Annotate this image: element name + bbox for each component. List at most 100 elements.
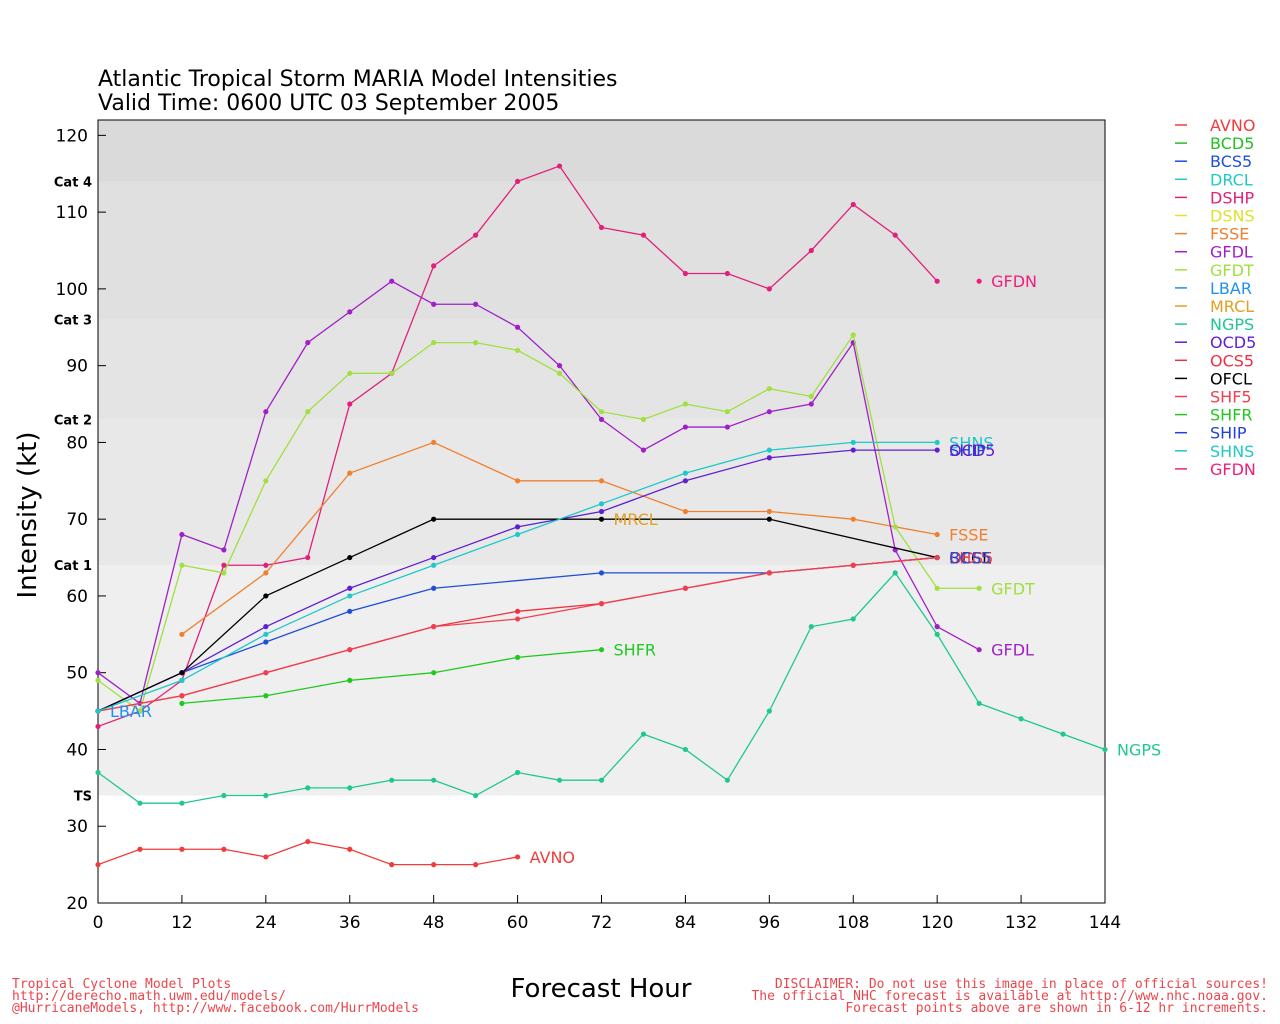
- series-gfdn: [976, 278, 982, 284]
- legend-entry: NGPS: [1175, 315, 1254, 334]
- series-line: [97, 333, 980, 713]
- data-point: [556, 777, 563, 783]
- data-point: [95, 677, 101, 683]
- footer-left-line: Tropical Cyclone Model Plots: [12, 977, 231, 992]
- data-point: [1018, 716, 1024, 722]
- legend-entry: SHNS: [1175, 442, 1254, 461]
- legend-label: DSNS: [1210, 207, 1255, 226]
- data-point: [95, 769, 101, 776]
- category-label: Cat 4: [54, 175, 92, 190]
- data-point: [514, 324, 521, 330]
- data-point: [598, 508, 605, 515]
- category-band: [98, 319, 1105, 420]
- data-point: [221, 846, 227, 852]
- legend-label: OCD5: [1210, 333, 1256, 352]
- data-point: [808, 401, 814, 407]
- data-point: [221, 547, 227, 553]
- legend-label: NGPS: [1210, 315, 1254, 334]
- data-point: [431, 862, 437, 868]
- series-avno: [95, 838, 521, 868]
- legend-label: AVNO: [1210, 116, 1255, 135]
- data-point: [934, 585, 940, 591]
- data-point: [347, 846, 353, 852]
- x-tick-label: 108: [837, 913, 869, 933]
- data-point: [934, 447, 940, 453]
- legend-entry: OCD5: [1175, 333, 1256, 352]
- legend-label: GFDT: [1210, 261, 1254, 280]
- data-point: [179, 700, 185, 707]
- data-point: [137, 800, 143, 806]
- data-point: [724, 424, 730, 430]
- category-label: TS: [74, 790, 92, 805]
- legend-entry: SHIP: [1175, 424, 1247, 443]
- legend-label: SHF5: [1210, 388, 1252, 407]
- x-axis-label: Forecast Hour: [511, 974, 692, 1004]
- data-point: [347, 585, 353, 591]
- data-point: [1060, 731, 1066, 737]
- data-point: [305, 785, 311, 791]
- data-point: [682, 746, 689, 753]
- data-point: [263, 478, 269, 484]
- data-point: [347, 309, 353, 315]
- data-point: [598, 647, 605, 653]
- y-tick-label: 50: [66, 664, 88, 684]
- x-tick-label: 132: [1005, 913, 1037, 933]
- legend-label: SHNS: [1210, 442, 1254, 461]
- data-point: [514, 478, 521, 484]
- data-point: [766, 570, 772, 576]
- data-point: [305, 409, 311, 415]
- data-point: [934, 531, 940, 538]
- legend-label: OFCL: [1210, 369, 1252, 388]
- data-point: [431, 554, 437, 561]
- data-point: [976, 647, 982, 653]
- x-tick-label: 48: [423, 913, 445, 933]
- data-point: [850, 439, 856, 446]
- data-point: [431, 585, 437, 591]
- data-point: [598, 570, 605, 576]
- data-point: [934, 278, 940, 284]
- data-point: [179, 693, 185, 699]
- legend-entry: AVNO: [1175, 116, 1255, 135]
- data-point: [556, 163, 563, 169]
- legend: AVNOBCD5BCS5DRCLDSHPDSNSFSSEGFDLGFDTLBAR…: [1175, 116, 1256, 479]
- legend-label: OCS5: [1210, 351, 1254, 370]
- footer-left-line: @HurricaneModels, http://www.facebook.co…: [12, 1001, 419, 1016]
- data-point: [389, 862, 395, 868]
- data-point: [850, 201, 856, 208]
- category-band: [98, 565, 1105, 796]
- data-point: [473, 232, 479, 238]
- legend-label: BCD5: [1210, 134, 1254, 153]
- data-point: [347, 677, 353, 683]
- data-point: [221, 570, 227, 576]
- data-point: [347, 401, 353, 407]
- x-tick-label: 24: [255, 913, 277, 933]
- data-point: [263, 624, 269, 630]
- legend-label: GFDN: [1210, 460, 1256, 479]
- data-point: [598, 416, 605, 422]
- y-tick-label: 20: [66, 894, 88, 914]
- data-point: [514, 854, 521, 860]
- data-point: [724, 409, 730, 415]
- legend-entry: SHF5: [1175, 388, 1252, 407]
- data-point: [934, 439, 940, 446]
- data-point: [263, 409, 269, 415]
- category-band: [98, 181, 1105, 320]
- data-point: [682, 401, 689, 407]
- data-point: [808, 393, 814, 399]
- data-point: [347, 785, 353, 791]
- legend-label: MRCL: [1210, 297, 1254, 316]
- y-tick-label: 70: [66, 510, 88, 530]
- data-point: [808, 624, 814, 630]
- data-point: [556, 370, 563, 376]
- axes: 0 12 24 36 48 60 72 84 96 108 120 132 144 20 30 40 50 60 7…: [56, 119, 1121, 933]
- disclaimer-line: Forecast points above are shown in 6-12 …: [845, 1001, 1268, 1016]
- data-point: [850, 516, 856, 522]
- data-point: [431, 439, 437, 446]
- series-end-label: MRCL: [614, 510, 658, 529]
- series-shf5: [95, 554, 940, 714]
- x-tick-label: 96: [759, 913, 781, 933]
- data-point: [850, 562, 856, 568]
- legend-label: FSSE: [1210, 225, 1249, 244]
